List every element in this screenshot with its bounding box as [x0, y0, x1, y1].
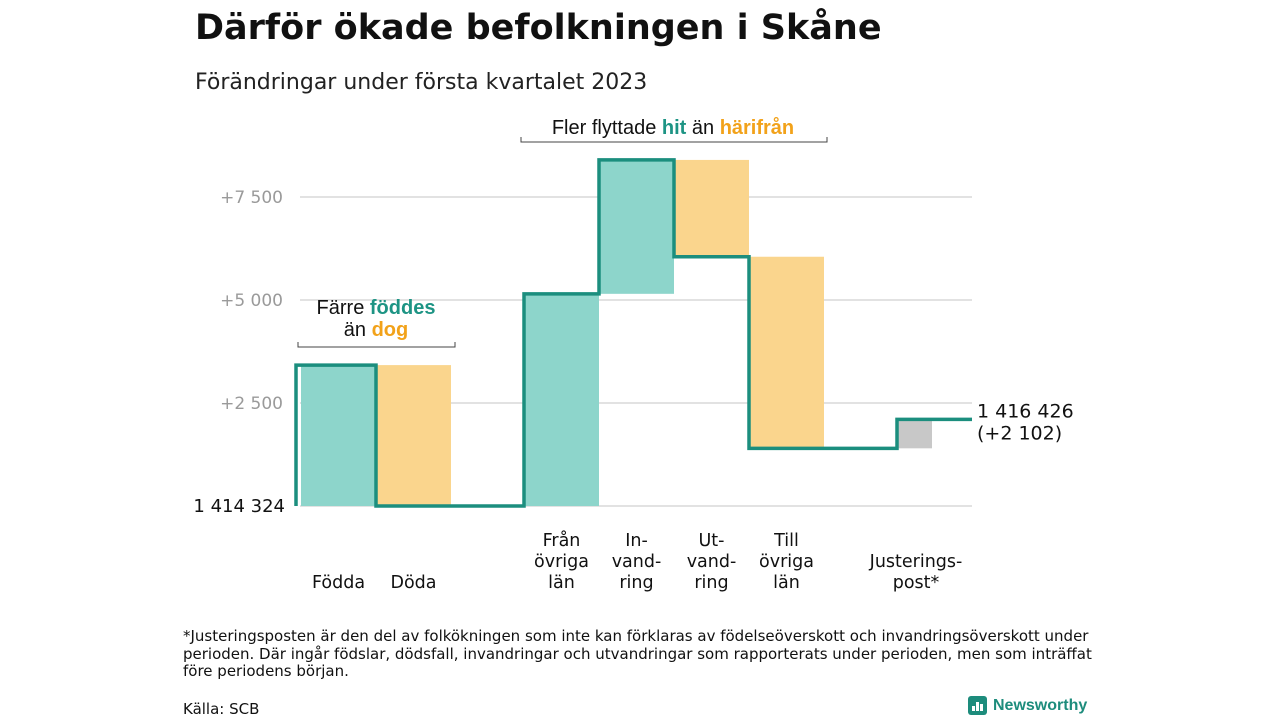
category-label: Från övriga län [534, 530, 589, 593]
waterfall-chart: +2 500 +5 000 +7 500 1 414 324 1 416 426(+2… [193, 116, 1074, 593]
bar-decrease [749, 256, 824, 449]
bar-decrease [376, 365, 451, 506]
bar-increase [599, 159, 674, 294]
footnote: *Justeringsposten är den del av folkökni… [183, 627, 1092, 680]
annotation-births-line2: än dog [344, 319, 408, 341]
annotation-bracket-migration [520, 137, 828, 143]
y-tick-label: +5 000 [220, 291, 283, 311]
bar-adjustment [897, 419, 932, 449]
annotation-bracket-births [297, 342, 456, 348]
category-label: Till övriga län [759, 531, 814, 593]
source-text: Källa: SCB [183, 700, 260, 718]
end-change-label: (+2 102) [977, 422, 1062, 444]
y-tick-label: +7 500 [220, 188, 283, 208]
chart-title: Därför ökade befolkningen i Skåne [195, 8, 882, 48]
y-tick-label: +2 500 [220, 394, 283, 414]
annotation-migration: Fler flyttade hit än härifrån [552, 116, 794, 139]
chart-subtitle: Förändringar under första kvartalet 2023 [195, 70, 648, 95]
newsworthy-logo-icon [968, 696, 987, 715]
category-label: Födda [312, 573, 365, 593]
bar-decrease [674, 159, 749, 257]
end-value-label: 1 416 426 [977, 400, 1074, 422]
brand-name: Newsworthy [993, 696, 1088, 714]
category-label: Döda [390, 573, 436, 593]
start-value-label: 1 414 324 [193, 496, 285, 517]
category-label: Ut-vand-ring [687, 531, 737, 593]
bar-increase [524, 293, 599, 506]
category-label: In-vand-ring [612, 531, 662, 593]
annotation-births-line1: Färre föddes [317, 297, 436, 319]
bar-increase [301, 365, 376, 506]
brand-logo: Newsworthy [968, 696, 1087, 715]
category-label: Justerings-post* [869, 552, 963, 593]
cumulative-step-line [294, 158, 972, 508]
